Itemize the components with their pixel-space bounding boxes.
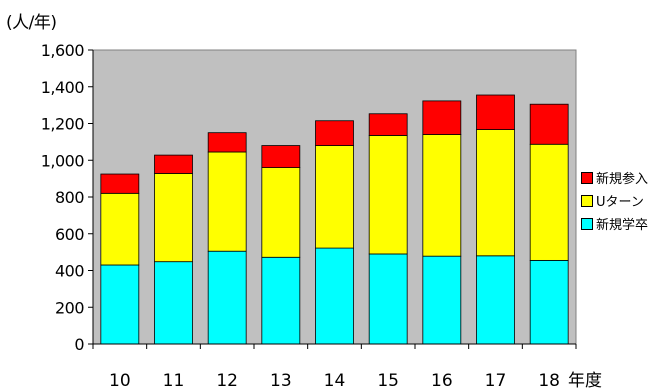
bar-segment bbox=[261, 167, 301, 258]
legend: 新規参入 Uターン 新規学卒 bbox=[581, 166, 648, 235]
y-axis: 0 200 400 600 800 1,000 1,200 1,400 1,600 bbox=[41, 41, 94, 354]
legend-label-new-graduate: 新規学卒 bbox=[596, 218, 649, 233]
legend-item-u-turn: Uターン bbox=[581, 189, 648, 212]
x-tick-label: 15 bbox=[377, 371, 399, 390]
x-tick-label: 12 bbox=[216, 371, 238, 390]
bar-segment bbox=[422, 134, 462, 257]
bar-segment bbox=[529, 143, 569, 261]
bar-segment bbox=[154, 154, 193, 174]
bar-segment bbox=[154, 261, 193, 345]
y-tick-label: 200 bbox=[55, 298, 84, 317]
bar-segment bbox=[207, 151, 247, 252]
bar-segment bbox=[261, 145, 301, 169]
bar-segment bbox=[422, 100, 462, 135]
y-tick-label: 0 bbox=[74, 335, 84, 354]
legend-swatch-u-turn bbox=[581, 194, 593, 207]
x-axis: 10 11 12 13 14 15 16 17 18 bbox=[92, 343, 577, 390]
bar-segment bbox=[315, 247, 354, 345]
bar-segment bbox=[422, 255, 462, 345]
bar-segment bbox=[100, 264, 140, 345]
bar-segment bbox=[154, 173, 193, 263]
bar-segment bbox=[207, 132, 247, 153]
x-tick-label: 17 bbox=[485, 371, 507, 390]
bar-segment bbox=[476, 129, 515, 257]
y-tick-label: 1,200 bbox=[41, 115, 85, 134]
bar-segment bbox=[100, 192, 140, 266]
bar-segment bbox=[315, 120, 354, 146]
bar-segment bbox=[529, 259, 569, 345]
legend-swatch-new-entrant bbox=[581, 171, 593, 184]
y-tick-label: 800 bbox=[55, 188, 84, 207]
bar-segment bbox=[368, 253, 408, 345]
x-tick-label: 16 bbox=[431, 371, 453, 390]
bar-segment bbox=[261, 256, 301, 345]
bar-segment bbox=[476, 94, 515, 130]
bar-segment bbox=[529, 103, 569, 145]
legend-label-new-entrant: 新規参入 bbox=[596, 172, 649, 187]
y-axis-unit-label: (人/年) bbox=[6, 13, 57, 33]
legend-item-new-entrant: 新規参入 bbox=[581, 166, 648, 189]
x-axis-title: 年度 bbox=[568, 371, 602, 391]
y-tick-label: 1,400 bbox=[41, 78, 85, 97]
legend-item-new-graduate: 新規学卒 bbox=[581, 212, 648, 235]
bar-segment bbox=[315, 145, 354, 249]
bar-stacks bbox=[100, 94, 569, 345]
x-tick-label: 13 bbox=[270, 371, 292, 390]
bar-segment bbox=[100, 173, 140, 194]
y-tick-label: 400 bbox=[55, 262, 84, 281]
y-tick-label: 1,600 bbox=[41, 41, 85, 60]
bar-segment bbox=[368, 135, 408, 255]
x-tick-label: 18 bbox=[538, 371, 560, 390]
y-tick-label: 1,000 bbox=[41, 151, 85, 170]
legend-swatch-new-graduate bbox=[581, 217, 593, 230]
x-tick-label: 14 bbox=[324, 371, 346, 390]
x-tick-label: 10 bbox=[109, 371, 131, 390]
x-tick-label: 11 bbox=[163, 371, 185, 390]
bar-segment bbox=[368, 113, 408, 136]
legend-label-u-turn: Uターン bbox=[596, 195, 644, 210]
bar-segment bbox=[476, 255, 515, 345]
y-tick-label: 600 bbox=[55, 225, 84, 244]
bar-segment bbox=[207, 250, 247, 345]
